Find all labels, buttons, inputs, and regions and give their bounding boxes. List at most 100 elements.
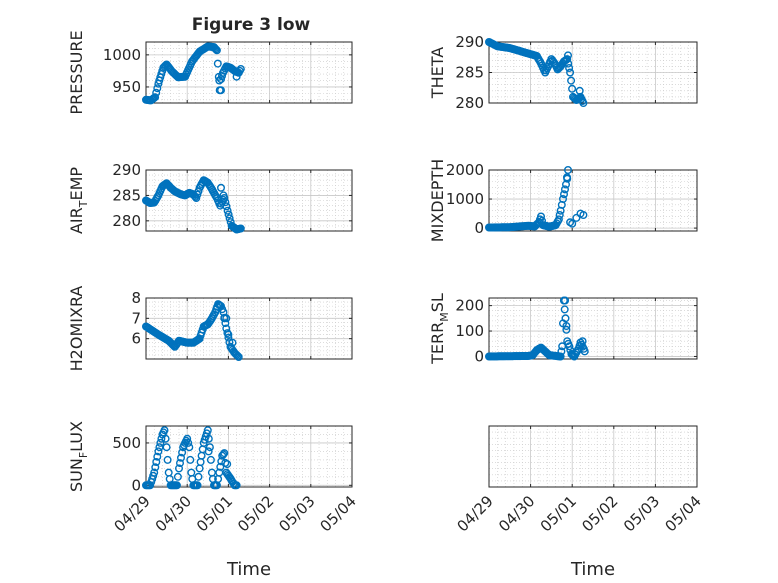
x-axis-label: Time <box>570 559 615 580</box>
y-axis-label: TERRMSL <box>428 293 451 365</box>
data-point <box>223 206 232 215</box>
data-point <box>184 438 193 447</box>
data-point <box>562 325 571 334</box>
data-point <box>203 426 212 435</box>
data-point <box>578 337 587 346</box>
data-point <box>153 452 162 461</box>
data-point <box>221 319 230 328</box>
data-point <box>152 458 161 467</box>
y-tick-label: 8 <box>131 289 141 307</box>
series-markers <box>485 296 589 361</box>
y-tick-label: 100 <box>455 322 484 340</box>
data-point <box>537 212 546 221</box>
data-point <box>564 51 573 60</box>
y-axis-label: SUNFLUX <box>67 421 90 492</box>
data-point <box>216 86 225 95</box>
y-axis-label: PRESSURE <box>67 30 86 114</box>
data-point <box>152 88 161 97</box>
data-point <box>219 191 228 200</box>
axes-box <box>488 297 698 360</box>
data-point <box>172 481 181 490</box>
data-point <box>236 224 245 233</box>
series-markers <box>141 300 243 362</box>
axes-background <box>146 298 352 359</box>
data-point <box>156 438 165 447</box>
grid <box>145 169 353 232</box>
data-point <box>194 472 203 481</box>
y-axis-label: H2OMIXRA <box>67 286 86 372</box>
data-point <box>154 447 163 456</box>
data-point <box>565 342 574 351</box>
data-point <box>560 190 569 199</box>
data-point <box>205 443 214 452</box>
data-point <box>204 434 213 443</box>
y-tick-label: 0 <box>474 219 484 237</box>
grid <box>145 41 353 103</box>
data-point <box>162 443 171 452</box>
data-point <box>153 84 162 93</box>
y-tick-label: 2000 <box>446 161 484 179</box>
y-tick-label: 200 <box>455 297 484 315</box>
axes-background <box>146 426 352 487</box>
data-point <box>561 185 570 194</box>
data-point <box>579 210 588 219</box>
y-tick-label: 500 <box>112 434 141 452</box>
subplot-2: 280 285 290 THETA <box>428 33 698 112</box>
data-point <box>210 44 219 53</box>
y-tick-label: 285 <box>112 186 141 204</box>
data-point <box>561 296 570 305</box>
data-point <box>566 68 575 77</box>
data-point <box>564 165 573 174</box>
data-point <box>193 481 202 490</box>
y-tick-label: 0 <box>131 476 141 494</box>
data-point <box>215 76 224 85</box>
data-point <box>193 190 202 199</box>
subplot-1: 950 1000 PRESSURE <box>67 30 353 115</box>
series-markers <box>141 42 245 105</box>
data-point <box>561 314 570 323</box>
data-point <box>224 330 233 339</box>
series-markers <box>485 38 588 107</box>
data-point <box>185 443 194 452</box>
data-point <box>557 347 566 356</box>
axes-background <box>489 298 697 359</box>
subplot-3: 280 285 290 AIRTEMP <box>67 161 353 234</box>
x-axis-label: Time <box>226 559 271 580</box>
data-point <box>183 434 192 443</box>
data-point <box>212 46 221 55</box>
data-point <box>563 55 572 64</box>
data-point <box>213 59 222 68</box>
data-point <box>160 62 169 71</box>
series-markers <box>485 165 588 232</box>
y-axis-label: THETA <box>428 47 447 99</box>
series-markers <box>141 426 241 490</box>
data-point <box>175 459 184 468</box>
data-point <box>559 194 568 203</box>
data-point <box>560 305 569 314</box>
data-point <box>236 64 245 73</box>
y-tick-label: 280 <box>455 94 484 112</box>
axes-background <box>146 42 352 103</box>
axes-background <box>489 170 697 231</box>
y-tick-label: 6 <box>131 330 141 348</box>
data-point <box>567 76 576 85</box>
y-tick-label: 280 <box>112 212 141 230</box>
axes-box <box>488 425 698 488</box>
data-point <box>562 322 571 331</box>
subplot-5: 6 7 8 H2OMIXRA <box>67 286 353 372</box>
data-point <box>554 215 563 224</box>
grid <box>488 426 698 487</box>
data-point <box>160 426 169 435</box>
y-tick-label: 1000 <box>446 190 484 208</box>
data-point <box>232 72 241 81</box>
data-point <box>575 86 584 95</box>
data-point <box>224 333 233 342</box>
data-point <box>572 213 581 222</box>
y-tick-label: 285 <box>455 64 484 82</box>
data-point <box>555 210 564 219</box>
data-point <box>564 59 573 68</box>
data-point <box>220 449 229 458</box>
data-point <box>568 219 577 228</box>
